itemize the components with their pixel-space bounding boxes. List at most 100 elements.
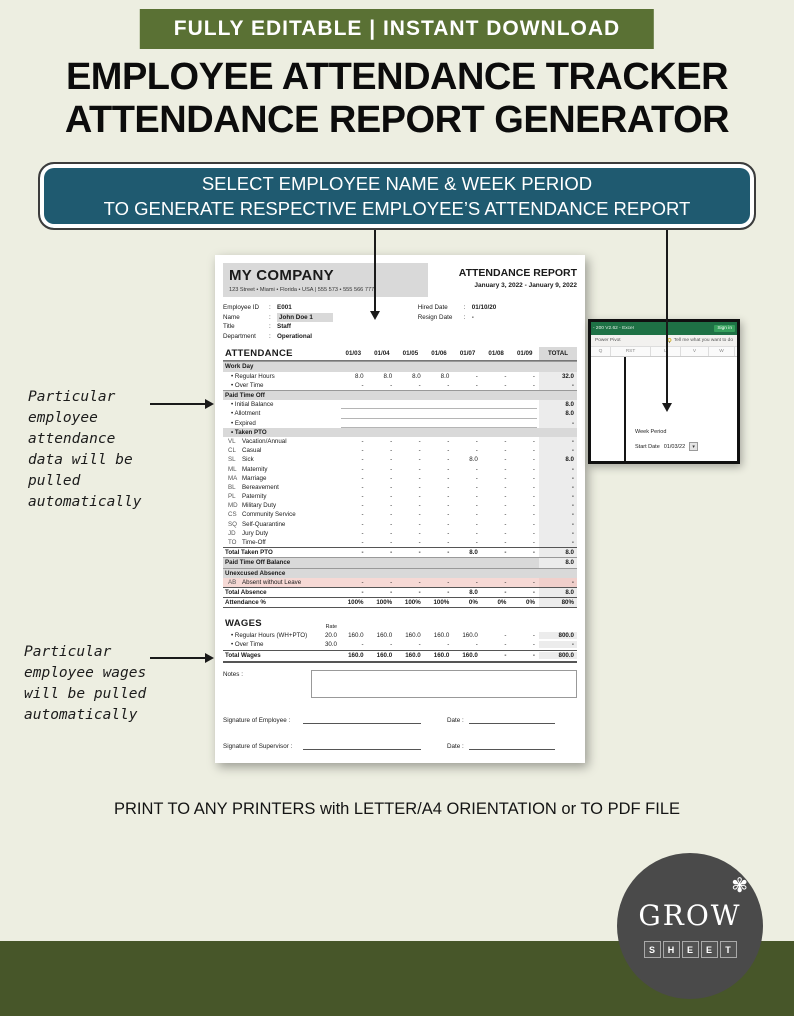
attendance-value-cell: - <box>361 511 364 519</box>
attendance-value-cell: - <box>447 456 450 464</box>
attendance-value-cell: - <box>418 539 421 547</box>
wages-value-cell: 160.0 <box>348 631 364 639</box>
attendance-row: • Initial Balance 8.0 <box>223 400 577 410</box>
attendance-value-cell: - <box>475 539 478 547</box>
attendance-value-cell: - <box>532 511 535 519</box>
attendance-header-row: ATTENDANCE 01/03 01/04 01/05 01/06 01/07 01/08… <box>223 347 577 362</box>
leave-type-code: PL <box>228 493 236 501</box>
wages-value-cell: 160.0 <box>433 652 450 660</box>
attendance-total-cell: 8.0 <box>539 400 577 410</box>
attendance-blank-cell <box>341 411 537 419</box>
leave-type-name: Bereavement <box>242 483 279 491</box>
sign-in-button[interactable]: Sign in <box>714 325 735 332</box>
attendance-total-cell: - <box>538 464 577 474</box>
attendance-value-cell: - <box>390 511 393 519</box>
attendance-value-cell: - <box>361 578 364 586</box>
attendance-row-label: • Initial Balance <box>231 401 274 409</box>
leave-type-name: Time-Off <box>242 539 266 547</box>
wages-total-cell: 800.0 <box>538 652 577 660</box>
wages-value-cell: - <box>390 641 393 649</box>
attendance-value-cell: - <box>390 381 393 389</box>
attendance-value-cell: - <box>504 539 507 547</box>
logo-sheet-letter: E <box>700 941 718 958</box>
attendance-value-cell: - <box>361 529 364 537</box>
attendance-value-cell: - <box>361 447 364 455</box>
attendance-row-label: MD Military Duty <box>223 502 339 509</box>
attendance-row-label: • Over Time <box>231 381 264 389</box>
attendance-row-label: SQ Self-Quarantine <box>223 521 339 528</box>
wages-annotation: Particular employee wages will be pulled… <box>24 644 147 723</box>
attendance-row-label: PL Paternity <box>223 493 339 500</box>
field-value: 01/10/20 <box>471 304 497 311</box>
logo-sheet-letter: T <box>719 941 737 958</box>
attendance-value-cell: - <box>504 447 507 455</box>
attendance-value-cell: - <box>390 549 393 557</box>
attendance-subsection-label: • Taken PTO <box>231 428 267 436</box>
attendance-row: AB Absent without Leave - - - - - - - - <box>223 577 577 587</box>
attendance-value-cell: - <box>361 539 364 547</box>
excel-column-letter: V <box>681 347 709 356</box>
attendance-value-cell: - <box>504 437 507 445</box>
attendance-value-cell: - <box>361 474 364 482</box>
attendance-col-header: 01/07 <box>459 350 476 358</box>
signature-row: Signature of Employee : Date : <box>223 715 577 724</box>
attendance-row: • Expired - <box>223 418 577 428</box>
attendance-value-cell: - <box>390 588 393 596</box>
attendance-value-cell: - <box>390 456 393 464</box>
attendance-value-cell: - <box>475 511 478 519</box>
notes-label: Notes : <box>223 670 243 678</box>
leave-type-name: Paternity <box>242 493 267 501</box>
start-date-value[interactable]: 01/03/22 <box>663 443 686 450</box>
attendance-value-cell: - <box>447 465 450 473</box>
attendance-value-cell: - <box>475 520 478 528</box>
attendance-total-cell: - <box>538 510 577 520</box>
wages-row: Total Wages 160.0 160.0 160.0 160.0 160.0- -80… <box>223 649 577 663</box>
attendance-value-cell: - <box>418 483 421 491</box>
report-period: January 3, 2022 - January 9, 2022 <box>474 282 577 289</box>
attendance-value-cell: - <box>447 474 450 482</box>
field-colon: : <box>269 323 271 331</box>
employee-field: Title: Staff <box>223 322 418 332</box>
attendance-col-header: 01/04 <box>374 350 390 358</box>
attendance-value-cell: - <box>447 381 450 389</box>
attendance-value-cell: - <box>390 539 393 547</box>
attendance-row: JD Jury Duty - - - - - - - - <box>223 528 577 538</box>
tell-me-box[interactable]: Tell me what you want to do <box>667 338 733 343</box>
attendance-total-cell: - <box>538 380 577 390</box>
attendance-value-cell: - <box>532 372 535 380</box>
attendance-row: ML Maternity - - - - - - - - <box>223 464 577 474</box>
attendance-row-label: VL Vacation/Annual <box>223 438 339 445</box>
field-label: Title <box>223 323 235 331</box>
attendance-value-cell: - <box>532 465 535 473</box>
attendance-value-cell: - <box>418 529 421 537</box>
attendance-value-cell: - <box>504 372 507 380</box>
wages-row-label: Total Wages <box>225 652 261 660</box>
arrow-to-employee-name <box>370 230 380 320</box>
attendance-total-cell: - <box>538 537 577 548</box>
attendance-value-cell: - <box>361 437 364 445</box>
page-title-line1: EMPLOYEE ATTENDANCE TRACKER <box>65 56 729 98</box>
attendance-value-cell: - <box>418 502 421 510</box>
attendance-value-cell: - <box>532 502 535 510</box>
attendance-value-cell: - <box>361 549 364 557</box>
dropdown-button[interactable]: ▾ <box>689 442 699 451</box>
excel-column-headers: QRSTUVW <box>591 347 737 357</box>
leave-type-name: Marriage <box>242 474 267 482</box>
attendance-value-cell: - <box>418 493 421 501</box>
company-header: MY COMPANY 123 Street • Miami • Florida … <box>223 263 428 297</box>
excel-column-letter: U <box>651 347 681 356</box>
wages-row-label: • Over Time <box>231 641 264 649</box>
logo-sheet-letter: H <box>662 941 680 958</box>
field-label: Resign Date <box>417 313 453 321</box>
leave-type-name: Military Duty <box>242 502 277 510</box>
attendance-row: Paid Time Off <box>223 389 577 401</box>
attendance-value-cell: - <box>447 502 450 510</box>
attendance-value-cell: - <box>532 520 535 528</box>
signature-row: Signature of Supervisor : Date : <box>223 741 577 750</box>
attendance-value-cell: - <box>532 437 535 445</box>
leave-type-name: Jury Duty <box>242 529 269 537</box>
power-pivot-tab[interactable]: Power Pivot <box>595 338 621 343</box>
employee-name-dropdown-field[interactable]: John Doe 1 <box>277 312 333 323</box>
attendance-value-cell: - <box>532 493 535 501</box>
